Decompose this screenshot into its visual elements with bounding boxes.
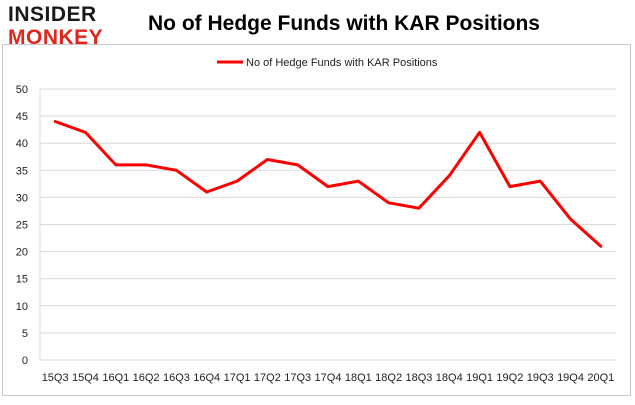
x-tick-label: 16Q3 [163, 372, 190, 384]
x-tick-label: 16Q1 [102, 372, 129, 384]
y-tick-label: 50 [16, 84, 28, 96]
x-tick-label: 19Q3 [527, 372, 554, 384]
x-tick-label: 19Q1 [466, 372, 493, 384]
series-line-0 [53, 120, 603, 248]
x-tick-label: 20Q1 [587, 372, 614, 384]
logo-line-monkey: MONKEY [8, 26, 104, 49]
x-tick-label: 17Q2 [254, 372, 281, 384]
x-tick-label: 18Q3 [405, 372, 432, 384]
y-tick-label: 15 [16, 274, 28, 286]
y-tick-label: 40 [16, 138, 28, 150]
legend: No of Hedge Funds with KAR Positions [217, 57, 438, 69]
y-tick-label: 25 [16, 220, 28, 232]
x-tick-label: 17Q3 [284, 372, 311, 384]
chart-title: No of Hedge Funds with KAR Positions [148, 12, 540, 35]
y-tick-label: 45 [16, 111, 28, 123]
y-tick-label: 5 [22, 328, 28, 340]
y-tick-label: 30 [16, 192, 28, 204]
chart-frame [2, 44, 631, 396]
y-tick-label: 35 [16, 165, 28, 177]
x-tick-label: 16Q4 [193, 372, 220, 384]
x-tick-label: 16Q2 [133, 372, 160, 384]
x-axis-tick-labels: 15Q3 15Q4 16Q1 16Q2 16Q3 16Q4 17Q1 17Q2 17Q3 17Q4… [42, 372, 615, 384]
x-tick-label: 17Q1 [224, 372, 251, 384]
insider-monkey-logo: INSIDER MONKEY [8, 4, 120, 48]
x-tick-label: 17Q4 [315, 372, 342, 384]
x-tick-label: 15Q3 [42, 372, 69, 384]
y-axis-tick-labels: 0 5 10 15 20 25 30 35 40 45 50 [16, 84, 28, 367]
legend-label: No of Hedge Funds with KAR Positions [246, 57, 438, 69]
x-tick-label: 18Q4 [436, 372, 463, 384]
x-tick-label: 19Q4 [557, 372, 584, 384]
x-tick-label: 18Q1 [345, 372, 372, 384]
x-tick-label: 18Q2 [375, 372, 402, 384]
x-tick-label: 15Q4 [72, 372, 99, 384]
y-tick-label: 10 [16, 301, 28, 313]
logo-line-insider: INSIDER [8, 3, 97, 26]
x-tick-label: 19Q2 [496, 372, 523, 384]
y-tick-label: 20 [16, 247, 28, 259]
series-layer [53, 120, 603, 248]
grid-lines [39, 88, 616, 361]
y-tick-label: 0 [22, 355, 28, 367]
